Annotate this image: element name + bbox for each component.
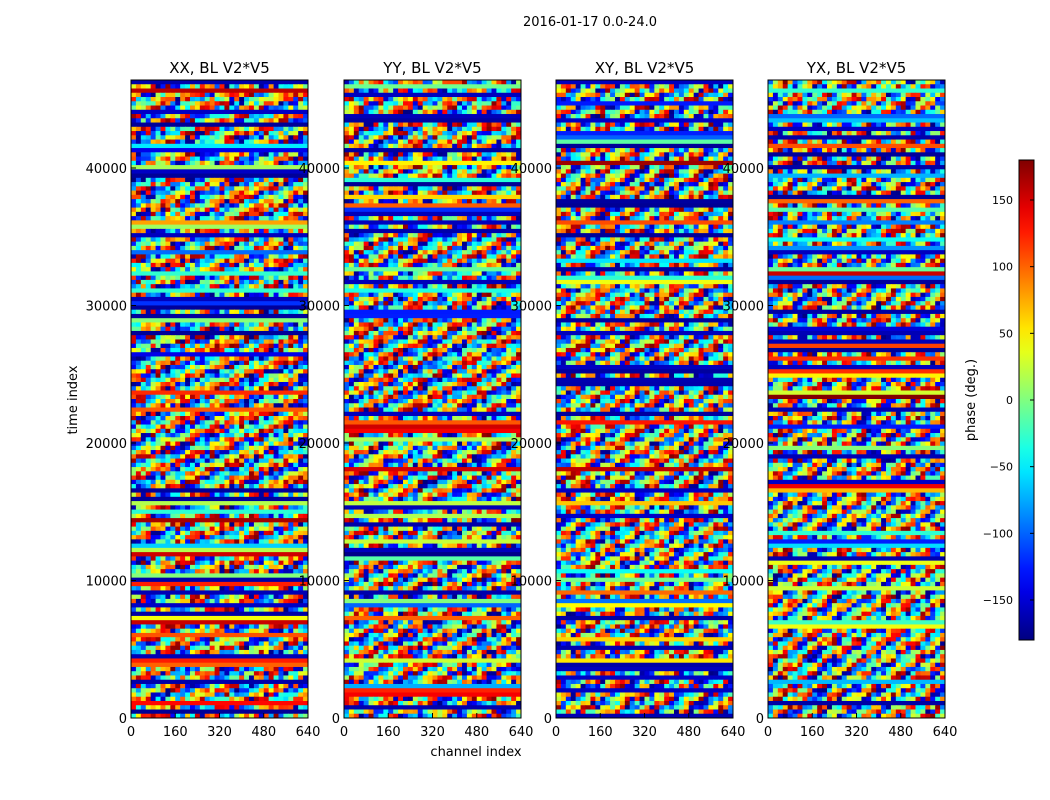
figure-title: 2016-01-17 0.0-24.0	[523, 15, 657, 30]
x-tick-label: 0	[764, 725, 772, 740]
panel-xy: XY, BL V2*V5 0 160 320 480 640 0 10000 20000 3000…	[511, 59, 746, 740]
x-tick-label: 480	[676, 725, 701, 740]
y-tick-label: 40000	[511, 162, 552, 177]
colorbar: 150 100 50 0 −50 −100 −150	[983, 159, 1035, 641]
y-tick-label: 0	[544, 712, 552, 727]
x-tick-label: 320	[844, 725, 869, 740]
panel-title: YY, BL V2*V5	[382, 59, 481, 77]
x-tick-label: 0	[552, 725, 560, 740]
x-tick-label: 480	[464, 725, 489, 740]
y-tick-label: 10000	[723, 575, 764, 590]
panel-title: YX, BL V2*V5	[806, 59, 907, 77]
x-tick-label: 640	[721, 725, 746, 740]
y-tick-label: 30000	[723, 300, 764, 315]
y-tick-label: 30000	[86, 300, 127, 315]
x-tick-label: 320	[420, 725, 445, 740]
colorbar-tick-label: −150	[983, 594, 1013, 607]
colorbar-tick-label: −100	[983, 527, 1013, 540]
y-tick-label: 20000	[86, 437, 127, 452]
heatmap-yy	[344, 80, 521, 718]
y-tick-label: 0	[756, 712, 764, 727]
y-tick-label: 40000	[86, 162, 127, 177]
y-tick-label: 20000	[299, 437, 340, 452]
x-tick-label: 480	[888, 725, 913, 740]
panel-xx: XX, BL V2*V5 0 160 320 480 640 0 10000 20000 3000…	[86, 59, 321, 740]
colorbar-tick-label: 0	[1006, 394, 1013, 407]
y-axis-label: time index	[66, 365, 81, 434]
y-tick-label: 40000	[299, 162, 340, 177]
x-tick-label: 320	[632, 725, 657, 740]
x-tick-label: 160	[376, 725, 401, 740]
colorbar-tick-label: −50	[990, 461, 1013, 474]
y-tick-label: 20000	[723, 437, 764, 452]
x-tick-label: 0	[340, 725, 348, 740]
x-tick-label: 160	[588, 725, 613, 740]
y-tick-label: 0	[332, 712, 340, 727]
heatmap-xx	[131, 80, 308, 718]
colorbar-tick-label: 150	[992, 194, 1013, 207]
heatmap-yx	[768, 80, 945, 718]
x-tick-label: 640	[509, 725, 534, 740]
y-tick-label: 10000	[299, 575, 340, 590]
x-tick-label: 640	[933, 725, 958, 740]
panel-yx: YX, BL V2*V5 0 160 320 480 640 0 10000 20000 3000…	[723, 59, 958, 740]
x-tick-label: 640	[296, 725, 321, 740]
x-tick-label: 480	[251, 725, 276, 740]
x-axis-label: channel index	[430, 745, 521, 760]
colorbar-tick-label: 50	[999, 327, 1013, 340]
panel-title: XX, BL V2*V5	[169, 59, 270, 77]
panel-yy: YY, BL V2*V5 0 160 320 480 640 0 10000 20000 3000…	[299, 59, 534, 740]
y-tick-label: 40000	[723, 162, 764, 177]
x-tick-label: 160	[163, 725, 188, 740]
x-tick-label: 0	[127, 725, 135, 740]
y-tick-label: 10000	[511, 575, 552, 590]
x-tick-label: 320	[207, 725, 232, 740]
x-tick-label: 160	[800, 725, 825, 740]
panel-title: XY, BL V2*V5	[595, 59, 695, 77]
heatmap-xy	[556, 80, 733, 718]
y-tick-label: 0	[119, 712, 127, 727]
y-tick-label: 20000	[511, 437, 552, 452]
colorbar-tick-label: 100	[992, 261, 1013, 274]
y-tick-label: 10000	[86, 575, 127, 590]
y-tick-label: 30000	[511, 300, 552, 315]
panels-group: XX, BL V2*V5 0 160 320 480 640 0 10000 20000 3000…	[86, 59, 958, 740]
y-tick-label: 30000	[299, 300, 340, 315]
colorbar-label: phase (deg.)	[964, 359, 979, 441]
